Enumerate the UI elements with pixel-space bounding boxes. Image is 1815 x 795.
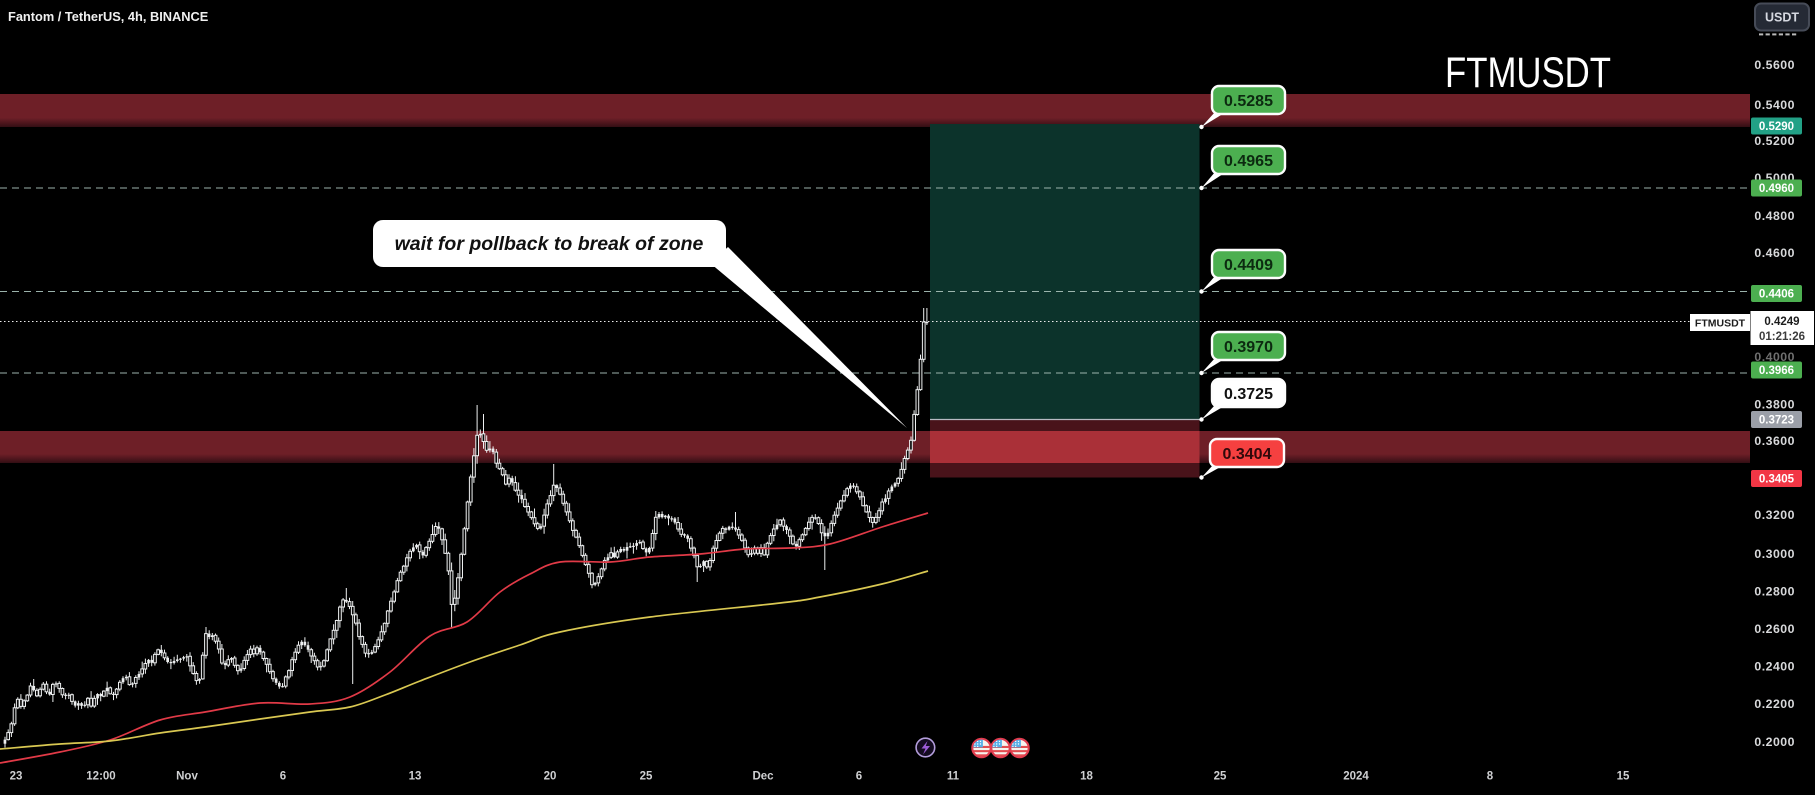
svg-text:0.3970: 0.3970 xyxy=(1224,339,1273,356)
svg-text:8: 8 xyxy=(1487,771,1494,783)
svg-text:0.3725: 0.3725 xyxy=(1224,386,1273,403)
svg-text:Fantom / TetherUS, 4h, BINANCE: Fantom / TetherUS, 4h, BINANCE xyxy=(8,9,209,24)
svg-text:0.5600: 0.5600 xyxy=(1754,58,1795,72)
svg-text:13: 13 xyxy=(409,771,422,783)
svg-text:FTMUSDT: FTMUSDT xyxy=(1445,49,1611,97)
svg-text:25: 25 xyxy=(640,771,653,783)
svg-text:0.3404: 0.3404 xyxy=(1223,446,1272,463)
svg-text:0.3000: 0.3000 xyxy=(1754,547,1795,561)
svg-text:0.2000: 0.2000 xyxy=(1754,735,1795,749)
svg-text:0.3200: 0.3200 xyxy=(1754,508,1795,522)
svg-text:USDT: USDT xyxy=(1765,11,1799,25)
svg-text:0.5285: 0.5285 xyxy=(1224,93,1273,110)
svg-text:11: 11 xyxy=(947,771,960,783)
svg-text:0.4249: 0.4249 xyxy=(1764,316,1799,328)
svg-text:0.5400: 0.5400 xyxy=(1754,98,1795,112)
svg-text:15: 15 xyxy=(1617,771,1630,783)
svg-text:01:21:26: 01:21:26 xyxy=(1759,331,1805,343)
svg-text:2024: 2024 xyxy=(1343,771,1369,783)
svg-text:0.2400: 0.2400 xyxy=(1754,660,1795,674)
svg-text:0.4000: 0.4000 xyxy=(1754,350,1795,364)
svg-text:wait for pollback to break of: wait for pollback to break of zone xyxy=(395,233,704,255)
svg-text:0.4965: 0.4965 xyxy=(1224,153,1273,170)
svg-text:25: 25 xyxy=(1214,771,1227,783)
svg-text:FTMUSDT: FTMUSDT xyxy=(1695,318,1746,330)
svg-text:23: 23 xyxy=(10,771,23,783)
svg-text:0.4600: 0.4600 xyxy=(1754,246,1795,260)
svg-text:0.2200: 0.2200 xyxy=(1754,697,1795,711)
svg-text:18: 18 xyxy=(1080,771,1093,783)
svg-text:0.4800: 0.4800 xyxy=(1754,209,1795,223)
svg-text:6: 6 xyxy=(856,771,862,783)
svg-text:0.4409: 0.4409 xyxy=(1224,257,1273,274)
svg-text:0.2600: 0.2600 xyxy=(1754,622,1795,636)
svg-text:0.4406: 0.4406 xyxy=(1759,289,1794,301)
svg-text:0.3723: 0.3723 xyxy=(1759,415,1794,427)
svg-text:Dec: Dec xyxy=(752,771,774,783)
svg-text:0.4960: 0.4960 xyxy=(1759,183,1794,195)
svg-text:0.5200: 0.5200 xyxy=(1754,134,1795,148)
svg-text:0.5290: 0.5290 xyxy=(1759,121,1794,133)
svg-text:0.3600: 0.3600 xyxy=(1754,434,1795,448)
svg-text:0.3966: 0.3966 xyxy=(1759,365,1794,377)
svg-text:0.2800: 0.2800 xyxy=(1754,585,1795,599)
svg-text:Nov: Nov xyxy=(176,771,198,783)
svg-text:6: 6 xyxy=(280,771,286,783)
svg-text:0.3800: 0.3800 xyxy=(1754,398,1795,412)
svg-text:0.3405: 0.3405 xyxy=(1759,474,1795,486)
svg-text:20: 20 xyxy=(544,771,557,783)
svg-text:12:00: 12:00 xyxy=(86,771,115,783)
